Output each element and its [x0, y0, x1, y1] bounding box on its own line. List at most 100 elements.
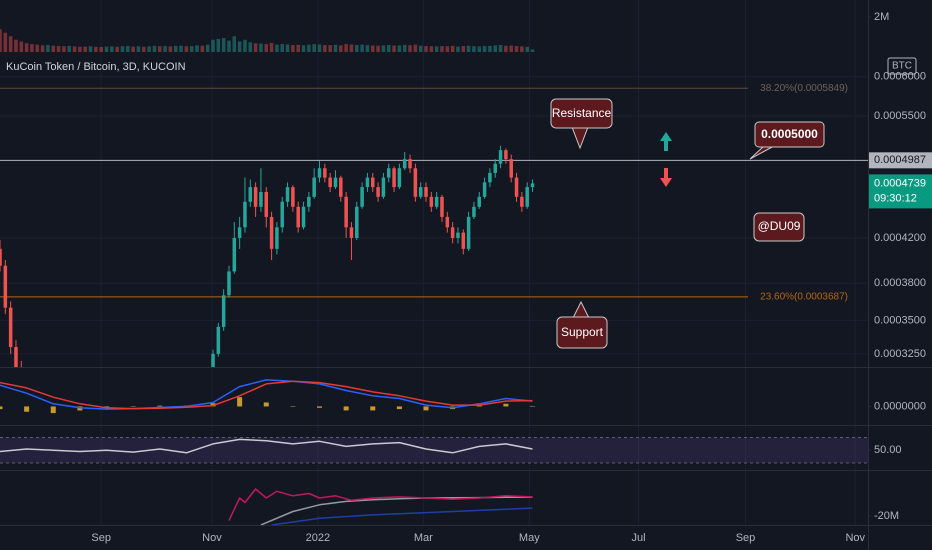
candle-body	[221, 295, 226, 327]
x-tick-label: Sep	[736, 532, 756, 544]
histogram-bar	[50, 406, 56, 414]
candle-body	[264, 191, 269, 217]
histogram-bar	[24, 406, 30, 412]
x-tick-label: May	[519, 532, 540, 544]
volume-bar	[291, 45, 295, 52]
volume-bar	[88, 46, 93, 52]
indicator-line	[271, 507, 533, 525]
unit-box	[887, 57, 917, 75]
candle-body	[429, 196, 434, 207]
candle-body	[365, 177, 370, 188]
volume-bar	[344, 44, 348, 52]
volume-bar	[184, 46, 189, 52]
volume-bar	[30, 44, 34, 52]
volume-bar	[115, 46, 119, 52]
volume-bar	[168, 46, 173, 52]
volume-bar	[147, 46, 151, 52]
fib-label: 38.20%(0.0005849)	[760, 83, 848, 94]
candle-body	[386, 168, 391, 178]
candle-body	[477, 196, 482, 207]
callout-box	[556, 316, 608, 349]
price-line-box	[869, 152, 932, 169]
candle-body	[248, 187, 253, 202]
y-tick-label: 0.0003500	[874, 314, 926, 326]
histogram-bar	[157, 405, 163, 407]
volume-bar	[195, 45, 199, 52]
candle-body	[243, 201, 247, 228]
indicator-line	[228, 488, 533, 521]
candle-body	[418, 187, 423, 197]
y-tick-label: -20M	[874, 510, 899, 522]
volume-bar	[429, 46, 434, 52]
candle-body	[312, 177, 316, 197]
volume-bar	[323, 45, 327, 52]
volume-bar	[19, 41, 24, 52]
volume-bar	[328, 45, 332, 52]
candle-body	[0, 248, 2, 266]
volume-bar	[349, 44, 354, 52]
volume-bar	[514, 46, 519, 52]
candle-body	[514, 177, 519, 197]
candle-body	[440, 196, 444, 217]
volume-bar	[35, 44, 40, 52]
candle-body	[8, 307, 13, 347]
annotation-text: 0.0005000	[761, 127, 818, 141]
candle-body	[291, 187, 295, 207]
volume-bar	[3, 32, 8, 52]
volume-bar	[173, 45, 178, 52]
down-arrow	[660, 168, 672, 187]
volume-bar	[136, 46, 141, 52]
volume-bar	[14, 39, 18, 52]
y-tick-label: 0.0003250	[874, 348, 926, 360]
candle-body	[445, 216, 450, 228]
y-tick-label: 0.0000000	[874, 400, 926, 412]
volume-bar	[83, 46, 87, 52]
volume-bar	[445, 46, 450, 52]
candle-body	[530, 183, 535, 188]
volume-bar	[227, 40, 231, 52]
volume-bar	[493, 45, 497, 52]
volume-bar	[307, 44, 311, 52]
volume-bar	[78, 46, 82, 52]
candle-body	[504, 150, 508, 160]
volume-bar	[418, 45, 423, 52]
candle-body	[450, 227, 455, 238]
candle-body	[211, 353, 215, 367]
candle-body	[339, 177, 343, 197]
candle-body	[301, 206, 306, 228]
volume-bar	[62, 46, 66, 52]
volume-bar	[472, 46, 476, 52]
chart-title: KuCoin Token / Bitcoin, 3D, KUCOIN	[6, 61, 186, 73]
last-price-label: 0.0004739	[874, 177, 926, 189]
annotations: Resistance Support 0.0005000 @DU09	[550, 98, 825, 349]
volume-bar	[51, 45, 56, 52]
volume-bar	[264, 44, 269, 52]
x-tick-label: Nov	[202, 532, 222, 544]
volume-bar	[424, 46, 428, 52]
volume-bar	[392, 45, 396, 52]
annotation-text: Resistance	[552, 106, 612, 120]
volume-bar	[434, 46, 439, 52]
volume-bar	[253, 43, 258, 52]
volume-bar	[216, 38, 221, 52]
candle-body	[317, 168, 322, 178]
volume-bar	[466, 45, 471, 52]
unit-label: BTC	[892, 61, 912, 72]
volume-bar	[104, 46, 109, 52]
volume-bar	[0, 29, 2, 52]
volume-bar	[397, 45, 402, 52]
volume-bar	[200, 45, 205, 52]
indicator-line	[0, 380, 533, 410]
volume-bar	[269, 42, 274, 52]
candle-body	[227, 271, 231, 296]
y-tick-label: 0.0005500	[874, 110, 926, 122]
candle-body	[275, 227, 279, 249]
volume-bar	[126, 46, 130, 52]
callout-box	[550, 98, 613, 129]
volume-bar	[371, 45, 375, 52]
volume-bar	[402, 44, 407, 52]
candle-body	[3, 265, 8, 308]
volume-bar	[40, 45, 45, 52]
volume-bar	[46, 45, 50, 52]
